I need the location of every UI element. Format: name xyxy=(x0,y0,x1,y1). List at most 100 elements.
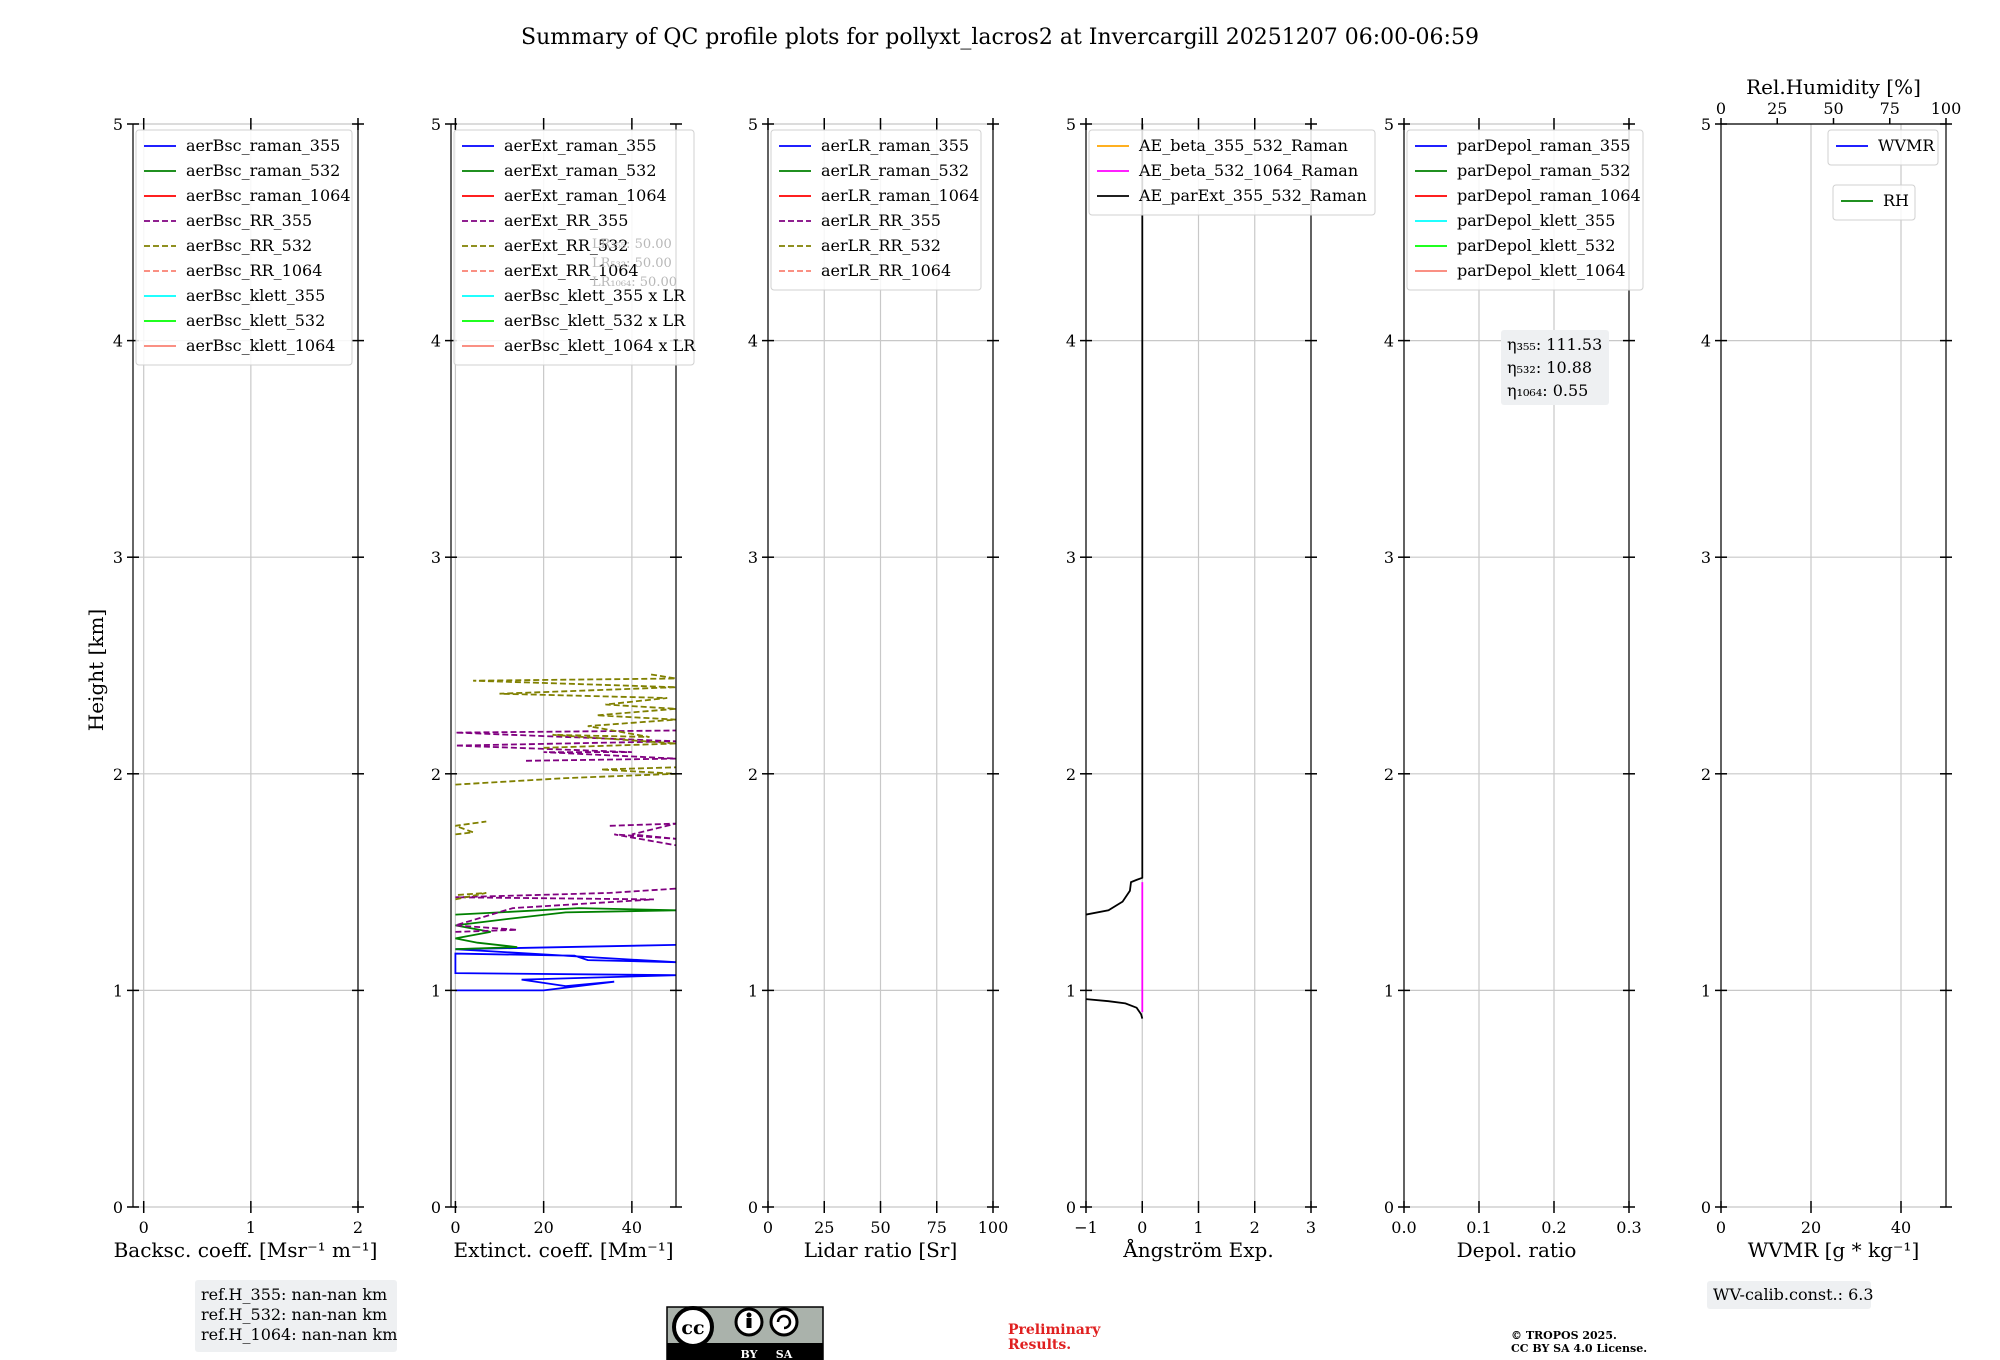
series-line-aerExt_RR_532_c xyxy=(455,766,676,786)
legend-frame xyxy=(1832,184,1916,221)
legend-label: aerExt_raman_1064 xyxy=(504,186,667,205)
y-tick-label: 1 xyxy=(1701,981,1711,1000)
legend-label: AE_beta_532_1064_Raman xyxy=(1138,161,1358,180)
legend-label: RH xyxy=(1883,191,1909,210)
x-tick-label: 40 xyxy=(1891,1218,1911,1237)
legend-label: aerBsc_klett_1064 xyxy=(186,336,335,355)
y-tick-label: 1 xyxy=(748,981,758,1000)
y-tick-label: 2 xyxy=(113,765,123,784)
legend-label: aerBsc_klett_532 xyxy=(186,311,325,330)
y-tick-label: 3 xyxy=(113,548,123,567)
y-tick-label: 5 xyxy=(431,115,441,134)
preliminary-line-2: Results. xyxy=(1008,1337,1071,1353)
y-tick-label: 4 xyxy=(1701,332,1711,351)
panel-depol: 0 1 2 3 4 5 0.0 0.1 0.2 0.3 Depol. ratio parDepol_r… xyxy=(1384,115,1644,1262)
ref-height-1064: ref.H_1064: nan-nan km xyxy=(201,1325,397,1344)
series-line-aerExt_raman_532 xyxy=(455,907,676,951)
legend-label: aerBsc_raman_355 xyxy=(186,136,340,155)
cc-icon-text: cc xyxy=(681,1317,704,1339)
x-tick-label: 1 xyxy=(246,1218,256,1237)
legend-label: parDepol_raman_355 xyxy=(1457,136,1630,155)
y-tick-label: 5 xyxy=(113,115,123,134)
y-tick-label: 5 xyxy=(1066,115,1076,134)
y-tick-label: 4 xyxy=(748,332,758,351)
y-tick-label: 0 xyxy=(113,1198,123,1217)
x-tick-label: −1 xyxy=(1074,1218,1098,1237)
x-tick-label: 0.3 xyxy=(1616,1218,1641,1237)
y-tick-label: 2 xyxy=(1066,765,1076,784)
grid-ae xyxy=(1085,123,1312,1208)
y-tick-label: 1 xyxy=(113,981,123,1000)
eta-value: η₁₀₆₄: 0.55 xyxy=(1507,381,1588,400)
y-tick-label: 3 xyxy=(1384,548,1394,567)
lr-annotation: LR₁₀₆₄: 50.00 xyxy=(592,275,677,290)
x-tick-label: 0.1 xyxy=(1466,1218,1491,1237)
top-tick-label: 0 xyxy=(1716,99,1726,118)
legend-lr: aerLR_raman_355 aerLR_raman_532 aerLR_rama… xyxy=(770,129,982,291)
figure-title: Summary of QC profile plots for pollyxt_… xyxy=(521,25,1479,50)
series-line-AE_parExt_355_532_Raman xyxy=(1086,998,1144,1019)
x-tick-label: 0.2 xyxy=(1541,1218,1566,1237)
x-tick-label: 0 xyxy=(139,1218,149,1237)
y-tick-label: 3 xyxy=(1701,548,1711,567)
y-tick-label: 0 xyxy=(431,1198,441,1217)
legend-label: aerLR_RR_532 xyxy=(821,236,941,255)
sa-label: SA xyxy=(776,1348,793,1360)
legend-wvmr: WVMR xyxy=(1827,129,1939,166)
legend-frame xyxy=(453,129,695,366)
ref-height-355: ref.H_355: nan-nan km xyxy=(201,1285,387,1304)
legend-rh: RH xyxy=(1832,184,1916,221)
x-axis-label-wv: WVMR [g * kg⁻¹] xyxy=(1748,1238,1920,1262)
lr-annotation: LR₅₃₂: 50.00 xyxy=(592,256,672,271)
sa-share-icon xyxy=(769,1307,799,1337)
y-tick-label: 0 xyxy=(1066,1198,1076,1217)
legend-depol: parDepol_raman_355 parDepol_raman_532 parD… xyxy=(1406,129,1644,291)
y-tick-label: 2 xyxy=(1384,765,1394,784)
x-axis-label-bsc: Backsc. coeff. [Msr⁻¹ m⁻¹] xyxy=(114,1238,378,1262)
y-tick-label: 5 xyxy=(1384,115,1394,134)
legend-label: parDepol_klett_1064 xyxy=(1457,261,1626,280)
x-tick-label: 2 xyxy=(353,1218,363,1237)
x-tick-label: 75 xyxy=(927,1218,947,1237)
cc-icon xyxy=(672,1306,714,1348)
legend-label: parDepol_raman_532 xyxy=(1457,161,1630,180)
legend-label: aerBsc_raman_1064 xyxy=(186,186,351,205)
top-tick-label: 75 xyxy=(1880,99,1900,118)
ref-height-532: ref.H_532: nan-nan km xyxy=(201,1305,387,1324)
legend-label: aerBsc_raman_532 xyxy=(186,161,340,180)
wv-calib-box: WV-calib.const.: 6.3 xyxy=(1707,1281,1874,1309)
legend-label: aerBsc_klett_1064 x LR xyxy=(504,336,696,355)
series-line-aerExt_raman_355 xyxy=(454,944,676,992)
eta-box-bg xyxy=(1501,330,1609,405)
legend-label: aerExt_raman_532 xyxy=(504,161,657,180)
x-axis-label-ext: Extinct. coeff. [Mm⁻¹] xyxy=(453,1238,673,1262)
y-tick-label: 2 xyxy=(431,765,441,784)
legend-label: aerLR_RR_355 xyxy=(821,211,941,230)
y-tick-label: 3 xyxy=(431,548,441,567)
series-line-aerExt_RR_532 xyxy=(455,892,487,901)
legend-label: aerExt_RR_355 xyxy=(504,211,628,230)
eta-value: η₃₅₅: 111.53 xyxy=(1507,335,1602,354)
series-line-aerExt_RR_355 xyxy=(455,887,676,933)
lr-annotation: LR₃₅₅: 50.00 xyxy=(592,237,672,252)
y-tick-label: 1 xyxy=(1384,981,1394,1000)
series-line-aerExt_RR_532_d xyxy=(473,673,676,749)
eta-value: η₅₃₂: 10.88 xyxy=(1507,358,1592,377)
y-tick-label: 4 xyxy=(431,332,441,351)
legend-label: WVMR xyxy=(1878,136,1935,155)
legend-label: aerBsc_klett_355 x LR xyxy=(504,286,686,305)
legend-label: aerBsc_klett_355 xyxy=(186,286,325,305)
x-tick-label: 0 xyxy=(1137,1218,1147,1237)
legend-ae: AE_beta_355_532_Raman AE_beta_532_1064_Ra… xyxy=(1088,129,1376,216)
legend-label: aerLR_RR_1064 xyxy=(821,261,951,280)
legend-label: aerBsc_RR_532 xyxy=(186,236,312,255)
x-tick-label: 2 xyxy=(1250,1218,1260,1237)
y-tick-label: 0 xyxy=(1384,1198,1394,1217)
x-tick-label: 3 xyxy=(1306,1218,1316,1237)
top-axis-label-rh: Rel.Humidity [%] xyxy=(1746,75,1921,99)
y-tick-label: 4 xyxy=(1066,332,1076,351)
x-axis-label-depol: Depol. ratio xyxy=(1457,1238,1577,1262)
